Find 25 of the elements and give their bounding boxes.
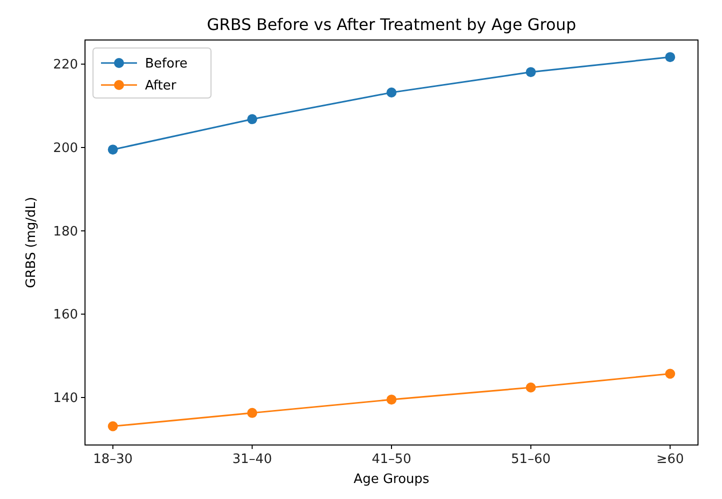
y-axis-title: GRBS (mg/dL): [24, 196, 39, 288]
point: [108, 421, 118, 432]
point: [665, 52, 676, 62]
point: [665, 368, 676, 379]
x-tick-label: ≥60: [656, 452, 684, 467]
chart-title: GRBS Before vs After Treatment by Age Group: [206, 15, 576, 34]
x-tick-label: 31–40: [232, 452, 272, 467]
legend-label: After: [145, 78, 177, 94]
y-tick-label: 160: [53, 308, 78, 323]
x-tick-label: 18–30: [93, 452, 133, 467]
x-tick-label: 41–50: [372, 452, 412, 467]
x-tick-label: 51–60: [511, 452, 551, 467]
point: [526, 67, 536, 78]
point: [108, 144, 118, 155]
x-axis-title: Age Groups: [354, 472, 430, 487]
point: [247, 408, 258, 418]
point: [386, 394, 396, 405]
legend-label: Before: [145, 56, 188, 72]
y-tick-label: 220: [53, 58, 78, 73]
y-tick-label: 140: [53, 391, 78, 406]
point: [386, 88, 396, 98]
point: [247, 114, 258, 124]
y-tick-label: 200: [53, 141, 78, 156]
point: [526, 382, 536, 392]
y-tick-label: 180: [53, 224, 78, 240]
